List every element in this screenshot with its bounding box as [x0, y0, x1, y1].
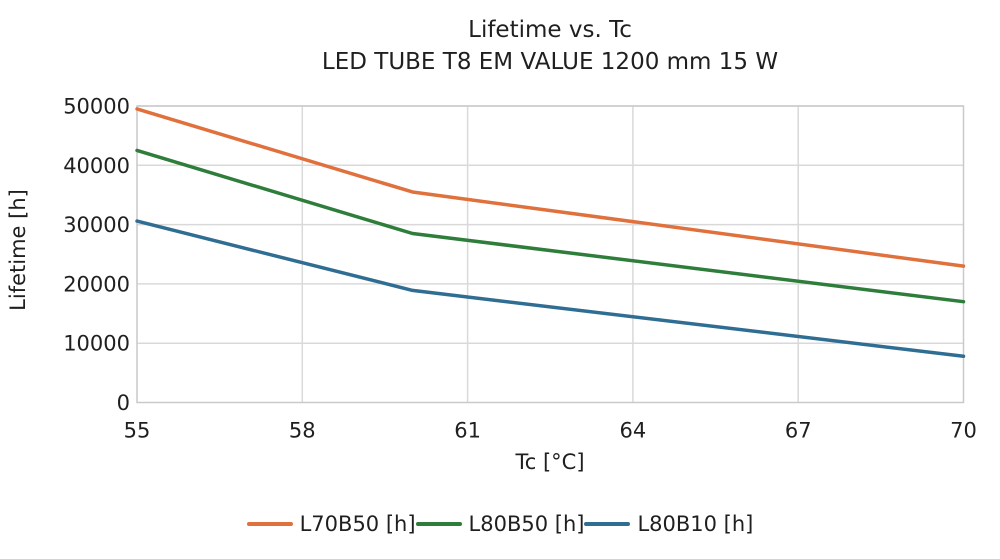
y-tick-label: 10000 [63, 332, 130, 356]
series-line-L80B10 [135, 219, 966, 358]
legend-label: L70B50 [h] [299, 512, 416, 536]
plot-area: 0 10000 20000 30000 40000 50000 55 58 61 64 67 70 [63, 95, 977, 443]
legend: L70B50 [h] L80B50 [h] L80B10 [h] [0, 511, 1000, 537]
legend-label: L80B10 [h] [637, 512, 754, 536]
x-tick-label: 70 [950, 419, 977, 443]
x-tick-label: 55 [124, 419, 151, 443]
series-line-L80B50 [135, 148, 966, 304]
y-tick-label: 50000 [63, 95, 130, 119]
legend-swatch [584, 522, 631, 526]
y-tick-label: 20000 [63, 272, 130, 296]
x-axis-label: Tc [°C] [515, 450, 585, 474]
legend-item: L70B50 [h] [246, 511, 416, 537]
series-line-L70B50 [135, 107, 966, 268]
legend-item: L80B50 [h] [415, 511, 585, 537]
legend-item: L80B10 [h] [584, 511, 753, 537]
x-tick-label: 67 [785, 419, 812, 443]
y-tick-label: 0 [117, 391, 130, 415]
y-tick-label: 40000 [63, 154, 130, 178]
x-tick-label: 58 [289, 419, 316, 443]
plot-border [136, 105, 965, 404]
y-tick-label: 30000 [63, 213, 130, 237]
legend-label: L80B50 [h] [468, 512, 585, 536]
legend-swatch [415, 522, 462, 526]
chart-title: Lifetime vs. Tc [468, 17, 632, 43]
legend-swatch [246, 522, 293, 526]
x-tick-label: 64 [620, 419, 647, 443]
x-tick-label: 61 [454, 419, 481, 443]
chart-subtitle: LED TUBE T8 EM VALUE 1200 mm 15 W [321, 49, 779, 75]
